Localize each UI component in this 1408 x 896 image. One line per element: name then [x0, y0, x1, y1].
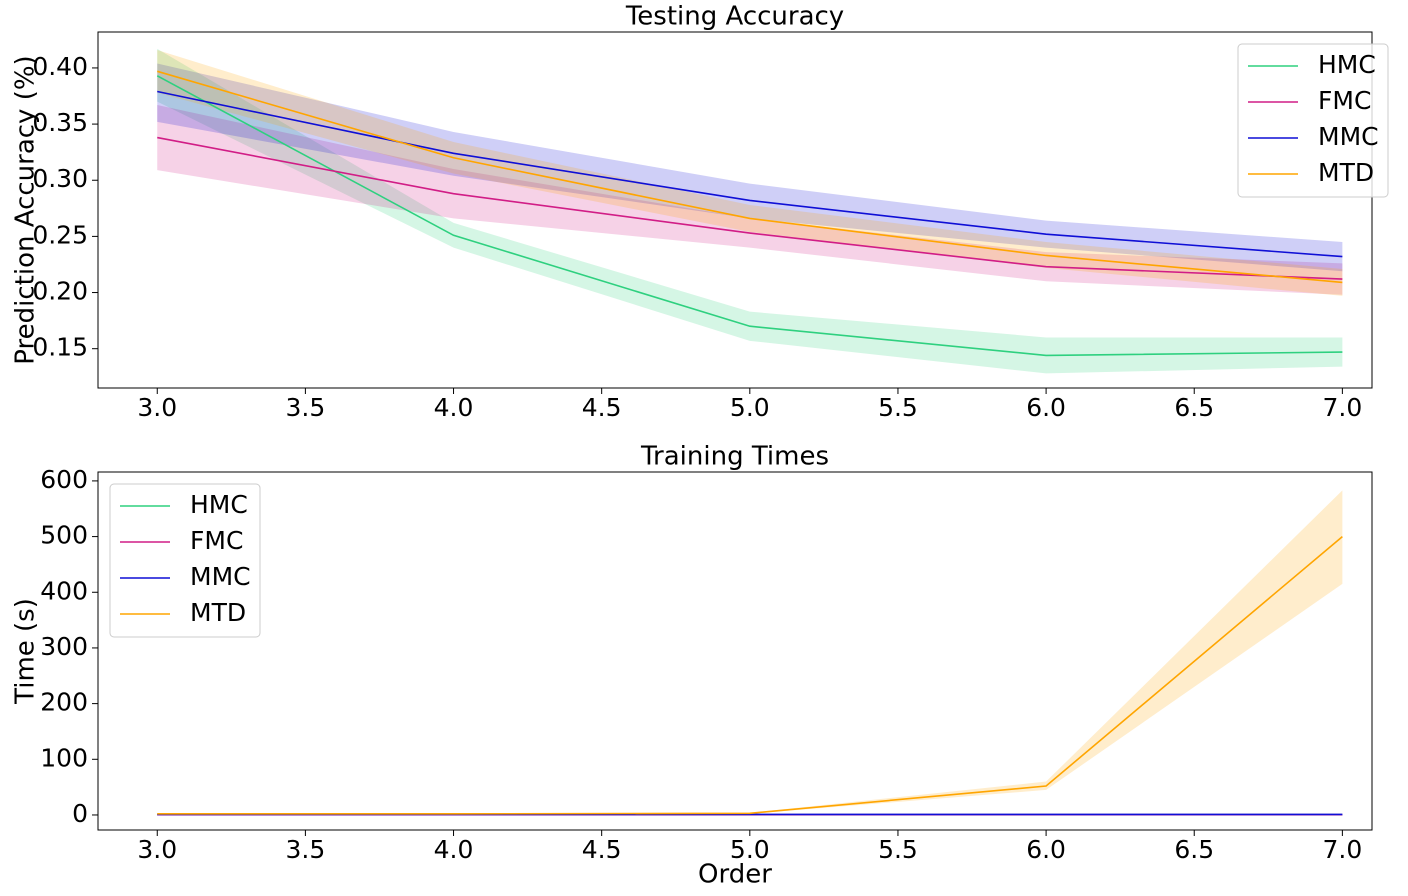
- confidence-band: [157, 104, 1343, 295]
- y-tick-label: 0.15: [32, 333, 88, 362]
- x-tick-label: 6.0: [1026, 393, 1066, 422]
- x-tick-label: 6.0: [1026, 835, 1066, 864]
- y-tick-label: 0: [72, 799, 88, 828]
- y-tick-label: 400: [40, 576, 88, 605]
- x-tick-label: 3.0: [137, 393, 177, 422]
- x-tick-label: 7.0: [1322, 393, 1362, 422]
- legend-label: MMC: [1318, 122, 1379, 151]
- x-tick-label: 4.5: [582, 393, 622, 422]
- plot-frame: [97, 471, 1373, 831]
- confidence-band: [157, 48, 1343, 374]
- chart-title: Testing Accuracy: [625, 2, 844, 32]
- x-tick-label: 4.0: [434, 835, 474, 864]
- y-axis-label: Prediction Accuracy (%): [11, 55, 41, 364]
- y-tick-label: 0.20: [32, 277, 88, 306]
- y-axis-label: Time (s): [11, 598, 41, 705]
- legend-label: FMC: [190, 526, 243, 555]
- x-tick-label: 7.0: [1322, 835, 1362, 864]
- x-tick-label: 3.0: [137, 835, 177, 864]
- x-tick-label: 4.0: [434, 393, 474, 422]
- x-tick-label: 3.5: [286, 393, 326, 422]
- x-tick-label: 5.5: [878, 835, 918, 864]
- legend-label: MTD: [190, 598, 246, 627]
- x-tick-label: 4.5: [582, 835, 622, 864]
- legend-box: [109, 483, 261, 638]
- x-tick-label: 6.5: [1174, 835, 1214, 864]
- x-tick-label: 3.5: [286, 835, 326, 864]
- series-line: [156, 75, 1343, 357]
- confidence-band: [157, 490, 1343, 815]
- chart-title: Training Times: [640, 442, 829, 472]
- x-tick-label: 6.5: [1174, 393, 1214, 422]
- legend-label: FMC: [1318, 86, 1371, 115]
- confidence-band: [157, 63, 1343, 272]
- legend-box: [1237, 43, 1389, 198]
- y-tick-label: 0.30: [32, 164, 88, 193]
- y-tick-label: 600: [40, 465, 88, 494]
- y-tick-label: 300: [40, 632, 88, 661]
- y-tick-label: 0.40: [32, 52, 88, 81]
- series-line: [157, 70, 1343, 284]
- y-tick-label: 200: [40, 688, 88, 717]
- y-tick-label: 0.25: [32, 220, 88, 249]
- y-tick-label: 500: [40, 521, 88, 550]
- x-tick-label: 5.5: [878, 393, 918, 422]
- series-line: [157, 90, 1343, 258]
- legend-label: MTD: [1318, 158, 1374, 187]
- x-tick-label: 5.0: [730, 393, 770, 422]
- y-tick-label: 0.35: [32, 108, 88, 137]
- legend-label: MMC: [190, 562, 251, 591]
- plot-frame: [97, 31, 1373, 389]
- series-line: [157, 136, 1343, 280]
- series-line: [157, 535, 1343, 815]
- y-tick-label: 100: [40, 743, 88, 772]
- legend-label: HMC: [190, 490, 248, 519]
- x-tick-label: 5.0: [730, 835, 770, 864]
- x-axis-label: Order: [698, 860, 772, 890]
- legend-label: HMC: [1318, 50, 1376, 79]
